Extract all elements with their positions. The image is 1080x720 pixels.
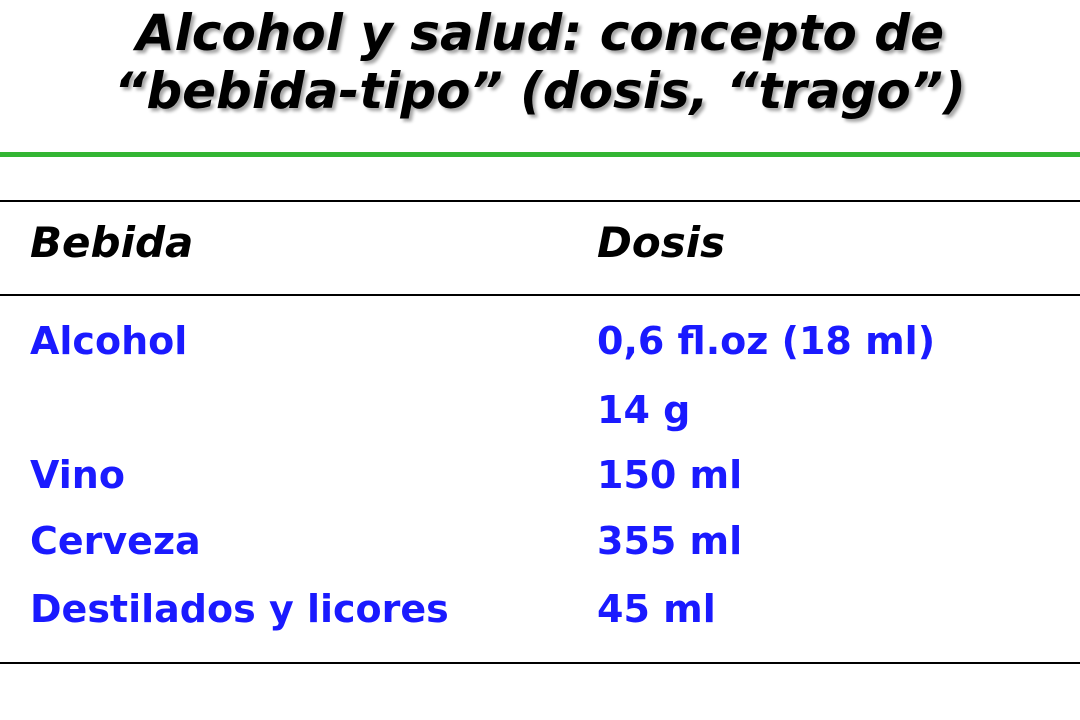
table-cell-bebida: Vino [30,453,125,497]
table-cell-dosis: 0,6 fl.oz (18 ml) [597,319,936,363]
table-top-rule [0,200,1080,202]
table-cell-dosis: 355 ml [597,519,743,563]
table-cell-dosis: 150 ml [597,453,743,497]
table-cell-dosis: 14 g [597,388,691,432]
header-bebida: Bebida [30,218,194,267]
table-cell-bebida: Destilados y licores [30,587,449,631]
slide-title: Alcohol y salud: concepto de “bebida-tip… [0,4,1080,120]
table-header-rule [0,294,1080,296]
header-dosis: Dosis [597,218,726,267]
table-cell-bebida: Cerveza [30,519,201,563]
title-line-2: “bebida-tipo” (dosis, “trago”) [114,62,966,120]
title-underline [0,152,1080,157]
table-bottom-rule [0,662,1080,664]
table-cell-dosis: 45 ml [597,587,716,631]
table-cell-bebida: Alcohol [30,319,188,363]
title-line-1: Alcohol y salud: concepto de [135,4,945,62]
